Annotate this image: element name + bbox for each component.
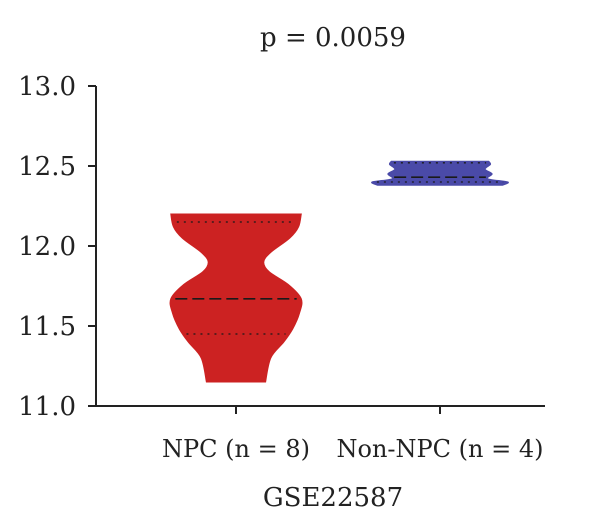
y-tick-label: 11.0 <box>18 392 76 422</box>
y-axis-ticks: 11.0 11.5 12.0 12.5 13.0 <box>18 72 96 422</box>
violin-body <box>371 160 509 186</box>
x-axis-ticks: NPC (n = 8) Non-NPC (n = 4) <box>162 406 543 463</box>
y-tick-label: 13.0 <box>18 72 76 102</box>
x-category-label: Non-NPC (n = 4) <box>337 435 544 463</box>
y-tick-label: 12.5 <box>18 152 76 182</box>
y-tick-label: 12.0 <box>18 232 76 262</box>
x-axis-title: GSE22587 <box>263 483 403 513</box>
violin-group <box>169 160 509 383</box>
chart-title: p = 0.0059 <box>260 23 406 53</box>
y-tick-label: 11.5 <box>18 312 76 342</box>
x-category-label: NPC (n = 8) <box>162 435 310 463</box>
